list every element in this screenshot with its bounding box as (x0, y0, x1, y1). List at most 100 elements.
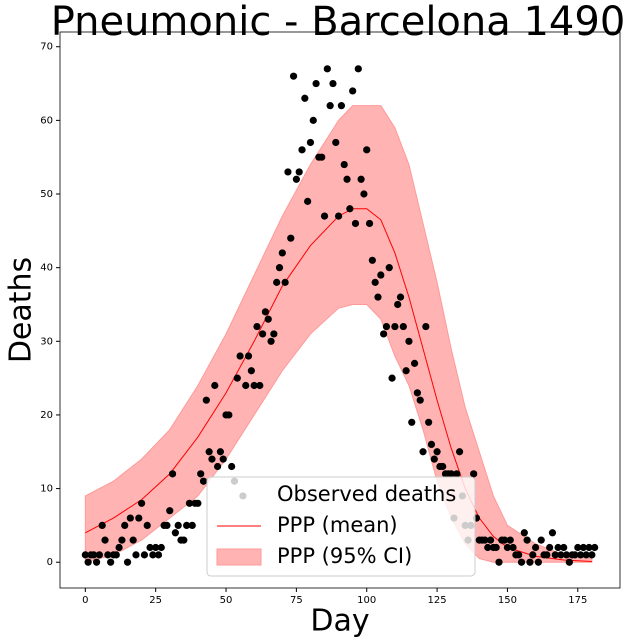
data-point (219, 455, 227, 463)
data-point (157, 543, 165, 552)
data-point (256, 381, 264, 390)
y-axis-label: Deaths (4, 257, 39, 363)
y-tick-label: 40 (40, 263, 53, 274)
legend-label: PPP (mean) (277, 513, 398, 537)
data-point (146, 543, 154, 552)
data-point (247, 367, 255, 375)
data-point (588, 551, 596, 559)
data-point (394, 300, 402, 309)
data-point (318, 153, 326, 161)
data-point (577, 551, 585, 559)
mean-line (85, 208, 592, 562)
data-point (591, 543, 599, 552)
x-tick-label: 25 (149, 595, 162, 606)
x-tick-label: 150 (498, 595, 517, 606)
data-point (202, 396, 210, 404)
data-point (337, 102, 346, 110)
data-point (264, 315, 272, 323)
chart-title: Pneumonic - Barcelona 1490 (51, 0, 626, 45)
legend-box (206, 476, 476, 577)
data-point (306, 138, 315, 147)
data-point (517, 558, 526, 566)
data-point (329, 79, 337, 88)
data-point (194, 499, 202, 507)
data-point (363, 146, 371, 154)
x-tick-label: 100 (357, 595, 376, 606)
data-point (537, 536, 545, 544)
data-point (360, 190, 368, 198)
data-point (343, 175, 351, 183)
data-point (323, 65, 331, 73)
data-point (534, 558, 542, 566)
data-point (523, 536, 531, 544)
data-point (582, 551, 590, 559)
data-point (391, 322, 399, 331)
data-point (351, 219, 360, 228)
data-point (126, 514, 134, 522)
data-point (216, 448, 225, 456)
data-point (312, 79, 320, 88)
data-point (560, 543, 568, 552)
y-tick-label: 30 (40, 336, 53, 347)
data-point (374, 293, 382, 301)
data-point (492, 543, 500, 552)
data-point (419, 448, 427, 456)
y-tick-label: 10 (40, 484, 53, 495)
data-point (270, 330, 278, 338)
data-point (152, 543, 160, 552)
data-point (377, 271, 385, 279)
y-tick-label: 20 (40, 410, 53, 421)
data-point (531, 543, 540, 552)
data-point (205, 448, 213, 456)
data-point (259, 330, 267, 338)
data-point (320, 212, 329, 220)
data-point (188, 521, 196, 530)
data-point (228, 462, 236, 471)
data-point (115, 543, 123, 552)
data-point (199, 477, 208, 485)
data-point (135, 514, 143, 522)
data-point (244, 352, 253, 360)
data-point (304, 197, 312, 205)
data-point (295, 168, 303, 176)
data-point (143, 521, 151, 530)
data-point (326, 102, 334, 110)
data-point (484, 543, 492, 552)
data-point (413, 389, 421, 397)
data-point (168, 470, 177, 478)
data-point (84, 558, 92, 566)
data-point (501, 536, 509, 544)
data-point (284, 168, 292, 176)
data-point (104, 551, 112, 559)
data-point (506, 536, 514, 544)
plot-frame (59, 31, 621, 589)
data-point (562, 551, 571, 559)
data-point (430, 455, 438, 463)
data-point (171, 529, 179, 537)
data-point (571, 551, 579, 559)
data-point (332, 138, 340, 147)
data-point (121, 521, 129, 530)
data-point (101, 536, 109, 544)
x-tick-label: 125 (428, 595, 447, 606)
data-point (112, 551, 120, 559)
legend-swatch (216, 548, 262, 566)
data-point (546, 543, 554, 552)
data-point (138, 499, 146, 507)
legend: Observed deaths PPP (mean) PPP (95% CI) (206, 476, 476, 577)
data-point (509, 543, 517, 552)
data-point (340, 160, 348, 169)
data-point (520, 529, 528, 537)
data-point (123, 558, 132, 566)
data-point (107, 558, 115, 566)
data-point (154, 551, 163, 559)
data-point (548, 529, 557, 537)
data-point (470, 470, 478, 478)
data-point (543, 551, 551, 559)
data-point (213, 462, 222, 471)
data-point (495, 558, 503, 566)
legend-label: PPP (95% CI) (277, 544, 412, 568)
data-point (185, 499, 194, 507)
x-tick-label: 50 (220, 595, 233, 606)
data-point (236, 352, 244, 360)
